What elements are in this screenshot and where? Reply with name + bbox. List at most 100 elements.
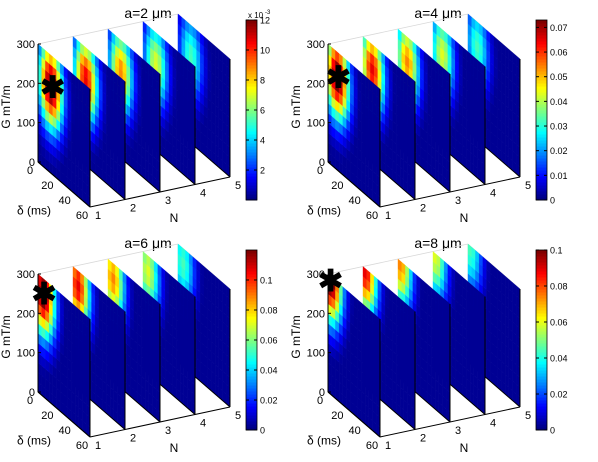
colorbar-segment [536,194,547,198]
y-tick-label: 3 [455,425,461,437]
colorbar-tick-label: 0.08 [260,306,278,316]
colorbar-segment [536,346,547,350]
colorbar-segment [246,173,257,177]
colorbar-segment [246,424,257,428]
z-tick-label: 200 [17,78,35,90]
colorbar-segment [246,325,257,329]
z-tick-label: 100 [17,118,35,130]
colorbar-segment [246,358,257,362]
colorbar-segment [246,355,257,359]
colorbar-segment [246,188,257,192]
colorbar-segment [246,292,257,296]
colorbar-segment [246,179,257,183]
surface-slice [142,21,196,185]
colorbar-tick-label: 0.06 [550,318,568,328]
colorbar-segment [536,337,547,341]
colorbar-segment [536,301,547,305]
colorbar-segment [246,125,257,129]
colorbar: 0 0.02 0.04 0.06 0.08 0.1 [535,246,568,436]
colorbar-segment [536,382,547,386]
colorbar-segment [536,268,547,272]
colorbar-segment [246,370,257,374]
colorbar-segment [536,128,547,132]
colorbar-segment [536,385,547,389]
colorbar-segment [246,143,257,147]
colorbar-segment [536,412,547,416]
colorbar-segment [246,74,257,78]
colorbar-segment [536,83,547,87]
colorbar-segment [536,122,547,126]
z-tick-label: 0 [29,157,35,169]
colorbar-segment [246,376,257,380]
colorbar-segment [246,161,257,165]
colorbar-segment [246,316,257,320]
colorbar-segment [246,328,257,332]
colorbar-segment [246,68,257,72]
x-tick-label: 20 [41,410,53,422]
colorbar-segment [246,295,257,299]
colorbar-segment [536,152,547,156]
colorbar-segment [536,56,547,60]
x-tick-label: 60 [366,210,378,222]
colorbar-segment [536,274,547,278]
y-tick-label: 4 [200,418,206,430]
colorbar-segment [536,322,547,326]
colorbar-segment [246,301,257,305]
panel-title: a=8 μm [414,235,461,251]
colorbar-segment [536,53,547,57]
colorbar-segment [246,38,257,42]
colorbar-segment [246,50,257,54]
colorbar-segment [246,421,257,425]
surface-slice [37,273,91,438]
colorbar-segment [536,358,547,362]
colorbar-tick-label: 0.06 [550,48,568,58]
colorbar-segment [246,274,257,278]
colorbar-segment [536,158,547,162]
colorbar: 0 0.02 0.04 0.06 0.08 0.1 [245,249,278,436]
colorbar-segment [536,161,547,165]
colorbar-segment [246,59,257,63]
colorbar-segment [536,289,547,293]
colorbar-segment [536,113,547,117]
x-tick-label: 20 [331,410,343,422]
surface-slice [37,43,91,208]
colorbar-segment [536,44,547,48]
colorbar-segment [246,35,257,39]
colorbar-segment [246,403,257,407]
colorbar-segment [536,134,547,138]
colorbar-segment [536,80,547,84]
colorbar-segment [246,80,257,84]
colorbar-segment [536,406,547,410]
colorbar-segment [246,191,257,195]
colorbar-segment [246,164,257,168]
colorbar-frame [535,19,548,201]
colorbar-segment [246,134,257,138]
colorbar-segment [246,385,257,389]
colorbar-segment [536,125,547,129]
colorbar-segment [536,397,547,401]
colorbar-tick-label: 0.1 [550,246,563,256]
colorbar-segment [246,149,257,153]
y-tick-label: 1 [95,440,101,452]
colorbar-segment [536,167,547,171]
colorbar-segment [246,310,257,314]
colorbar-segment [536,304,547,308]
colorbar-segment [246,286,257,290]
colorbar-tick-label: 0.06 [260,336,278,346]
colorbar-segment [536,409,547,413]
colorbar-segment [246,268,257,272]
surface-slice [467,13,521,178]
x-tick-label: 0 [27,165,33,177]
colorbar-segment [246,415,257,419]
x-tick-label: 40 [349,425,361,437]
colorbar-tick-label: 0.04 [550,97,568,107]
colorbar-tick-label: 0.02 [550,146,568,156]
colorbar-segment [536,35,547,39]
z-axis-label: G mT/m [289,85,303,128]
colorbar-segment [536,421,547,425]
colorbar-segment [536,179,547,183]
colorbar-tick-label: 0.07 [550,23,568,33]
colorbar-segment [536,250,547,254]
